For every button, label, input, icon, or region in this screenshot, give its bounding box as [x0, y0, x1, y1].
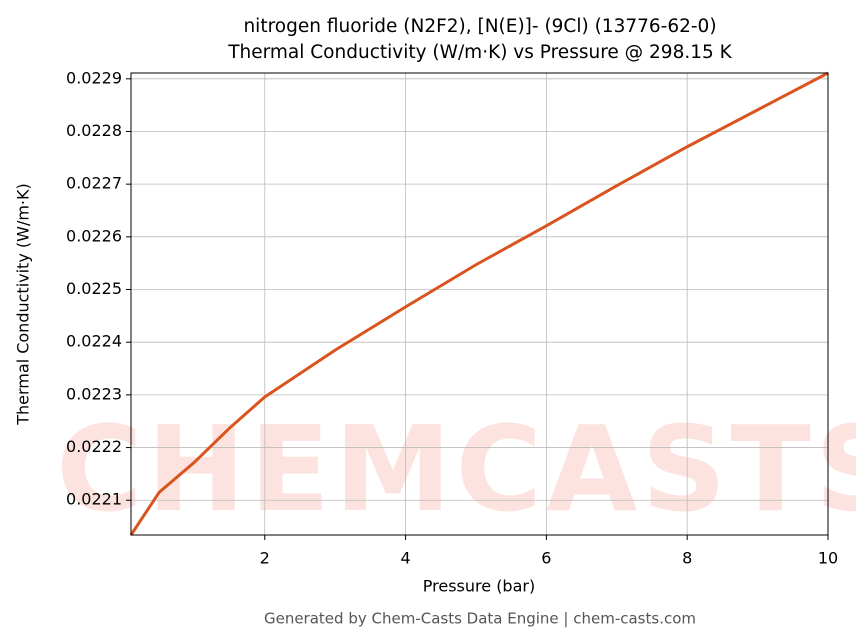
y-tick-label: 0.0228 — [66, 121, 122, 140]
x-tick-label: 4 — [400, 549, 410, 568]
y-tick-label: 0.0225 — [66, 279, 122, 298]
x-tick-label: 6 — [541, 549, 551, 568]
x-tick-label: 8 — [682, 549, 692, 568]
x-tick-label: 2 — [260, 549, 270, 568]
y-tick-label: 0.0223 — [66, 384, 122, 403]
y-tick-label: 0.0229 — [66, 68, 122, 87]
data-line — [129, 71, 829, 536]
plot-frame — [130, 72, 829, 536]
y-tick-label: 0.0222 — [66, 437, 122, 456]
y-tick-label: 0.0226 — [66, 226, 122, 245]
footer: Generated by Chem-Casts Data Engine | ch… — [264, 610, 696, 628]
y-tick-label: 0.0227 — [66, 174, 122, 193]
chart-title: nitrogen fluoride (N2F2), [N(E)]- (9Cl) … — [243, 16, 716, 37]
watermark: CHEMCASTS — [56, 400, 856, 538]
x-axis-label: Pressure (bar) — [423, 577, 535, 596]
y-tick-label: 0.0224 — [66, 332, 122, 351]
y-tick-label: 0.0221 — [66, 490, 122, 509]
x-tick-label: 10 — [818, 549, 838, 568]
chart-subtitle: Thermal Conductivity (W/m·K) vs Pressure… — [227, 42, 732, 63]
y-axis-label: Thermal Conductivity (W/m·K) — [14, 183, 33, 426]
